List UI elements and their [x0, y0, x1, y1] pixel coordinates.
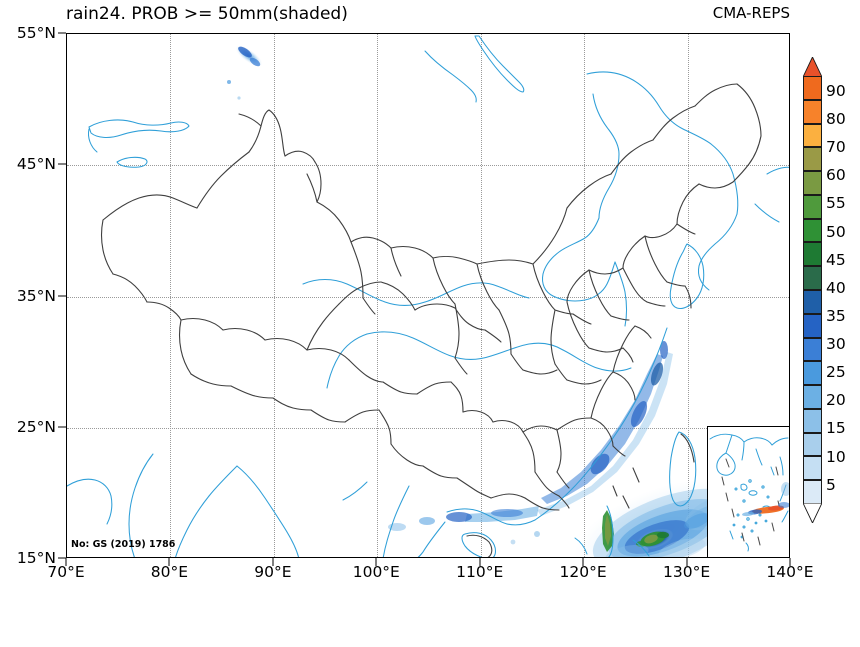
colorbar-band-17: [803, 76, 822, 100]
x-tick-label-100E: 100°E: [352, 563, 400, 581]
colorbar-band-14: [803, 147, 822, 172]
colorbar-under-arrow: [803, 503, 822, 523]
gridline-lat-45: [67, 165, 789, 167]
colorbar-tick-35: 35: [826, 306, 846, 325]
colorbar-over-arrow: [803, 57, 822, 77]
colorbar-tick-20: 20: [826, 391, 846, 410]
colorbar-tick-50: 50: [826, 222, 846, 241]
map-credit: No: GS (2019) 1786: [71, 539, 176, 550]
colorbar-tick-30: 30: [826, 335, 846, 354]
gridline-lon-90: [273, 34, 275, 557]
model-label: CMA-REPS: [712, 4, 790, 22]
colorbar-band-5: [803, 361, 822, 386]
colorbar-band-6: [803, 337, 822, 362]
x-tick-110E: [479, 558, 481, 566]
colorbar-band-8: [803, 290, 822, 314]
gridline-lon-110: [480, 34, 482, 557]
x-tick-label-90E: 90°E: [254, 563, 292, 581]
colorbar-band-10: [803, 242, 822, 267]
x-tick-80E: [168, 558, 170, 566]
y-tick-35N: [58, 295, 66, 296]
colorbar-tick-80: 80: [826, 110, 846, 129]
gridline-lon-100: [377, 34, 379, 557]
colorbar-tick-60: 60: [826, 166, 846, 185]
colorbar-band-7: [803, 313, 822, 338]
south-china-sea-inset[interactable]: [707, 426, 789, 557]
x-tick-140E: [789, 558, 791, 566]
x-tick-label-140E: 140°E: [766, 563, 814, 581]
x-tick-130E: [686, 558, 688, 566]
colorbar-band-0: [803, 480, 822, 504]
y-tick-label-45N: 45°N: [16, 155, 56, 174]
colorbar-tick-45: 45: [826, 250, 846, 269]
y-tick-label-35N: 35°N: [16, 286, 56, 305]
colorbar-tick-15: 15: [826, 419, 846, 438]
y-tick-55N: [58, 32, 66, 34]
x-tick-100E: [375, 558, 377, 566]
colorbar-band-13: [803, 171, 822, 195]
colorbar-tick-5: 5: [826, 475, 836, 494]
x-tick-label-110E: 110°E: [456, 563, 504, 581]
colorbar-band-2: [803, 432, 822, 457]
x-tick-70E: [65, 558, 67, 566]
y-tick-15N: [58, 557, 66, 559]
colorbar-band-15: [803, 123, 822, 148]
y-tick-45N: [58, 163, 66, 165]
colorbar-tick-25: 25: [826, 363, 846, 382]
gridline-lat-25: [67, 427, 789, 429]
x-tick-label-80E: 80°E: [150, 563, 189, 581]
inset-map-svg: [709, 433, 789, 552]
y-tick-label-15N: 15°N: [16, 549, 56, 567]
colorbar-tick-10: 10: [826, 447, 846, 466]
y-axis: 55°N 45°N 35°N 25°N 15°N: [0, 0, 62, 647]
y-tick-25N: [58, 426, 66, 428]
colorbar-band-11: [803, 218, 822, 243]
y-tick-label-25N: 25°N: [16, 417, 56, 436]
map-plot-area[interactable]: No: GS (2019) 1786: [66, 33, 790, 558]
colorbar-band-4: [803, 385, 822, 409]
precip-region-north-xinjiang: [227, 45, 263, 100]
gridline-lon-130: [687, 34, 689, 557]
colorbar-band-12: [803, 194, 822, 219]
colorbar-tick-55: 55: [826, 194, 846, 213]
administrative-boundaries-layer: [100, 83, 762, 557]
x-tick-label-70E: 70°E: [47, 563, 85, 581]
colorbar-band-9: [803, 266, 822, 290]
gridline-lon-120: [584, 34, 586, 557]
gridline-lon-80: [170, 34, 172, 557]
gridline-lat-35: [67, 296, 789, 298]
x-tick-label-130E: 130°E: [663, 563, 711, 581]
x-tick-90E: [272, 558, 274, 566]
inset-precip-shading: [742, 482, 789, 517]
colorbar-band-3: [803, 408, 822, 433]
colorbar-band-1: [803, 456, 822, 481]
colorbar-tick-70: 70: [826, 138, 846, 157]
map-canvas: No: GS (2019) 1786: [67, 34, 789, 557]
colorbar-tick-90: 90: [826, 81, 846, 100]
colorbar-tick-40: 40: [826, 278, 846, 297]
x-tick-120E: [582, 558, 584, 566]
y-tick-label-55N: 55°N: [16, 24, 56, 42]
x-tick-label-120E: 120°E: [559, 563, 607, 581]
page-title: rain24. PROB >= 50mm(shaded): [66, 4, 348, 24]
colorbar[interactable]: [803, 76, 822, 504]
colorbar-band-16: [803, 99, 822, 124]
